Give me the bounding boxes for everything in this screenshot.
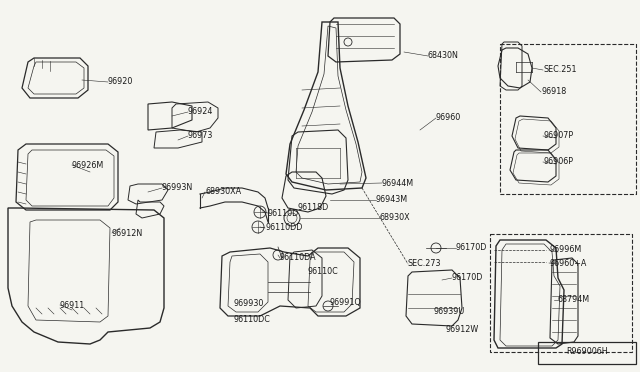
Text: 96924: 96924 [188,108,213,116]
Text: 96907P: 96907P [543,131,573,141]
Text: 96960: 96960 [436,113,461,122]
Text: 96939U: 96939U [434,308,465,317]
Text: 68794M: 68794M [558,295,590,305]
Text: SEC.273: SEC.273 [408,260,442,269]
Text: 96110DD: 96110DD [265,224,302,232]
Text: 96973: 96973 [188,131,213,141]
Text: 96996M: 96996M [549,246,581,254]
Text: 96110DC: 96110DC [234,315,271,324]
Text: 969930: 969930 [234,298,264,308]
Text: 96911: 96911 [60,301,85,310]
Text: 96943M: 96943M [376,196,408,205]
Text: 96906P: 96906P [543,157,573,167]
Text: 96991Q: 96991Q [330,298,362,308]
Bar [538,342,636,364]
Text: 96993N: 96993N [162,183,193,192]
Text: R969006H: R969006H [566,347,607,356]
Text: 68430N: 68430N [428,51,459,61]
Text: 96944M: 96944M [382,179,414,187]
Text: 96110C: 96110C [308,267,339,276]
Text: 96170D: 96170D [456,244,488,253]
Text: 96118D: 96118D [298,203,329,212]
Text: SEC.251: SEC.251 [543,65,577,74]
Text: 96926M: 96926M [72,160,104,170]
Text: 96912W: 96912W [445,326,478,334]
Text: 96110D: 96110D [268,208,300,218]
Text: 68930XA: 68930XA [205,187,241,196]
Text: 96912N: 96912N [112,228,143,237]
Text: 96110DA: 96110DA [280,253,317,263]
Text: 68930X: 68930X [380,214,411,222]
Text: 96960+A: 96960+A [549,259,586,267]
Text: 96920: 96920 [108,77,133,87]
Text: 96918: 96918 [541,87,566,96]
Text: 96170D: 96170D [452,273,483,282]
